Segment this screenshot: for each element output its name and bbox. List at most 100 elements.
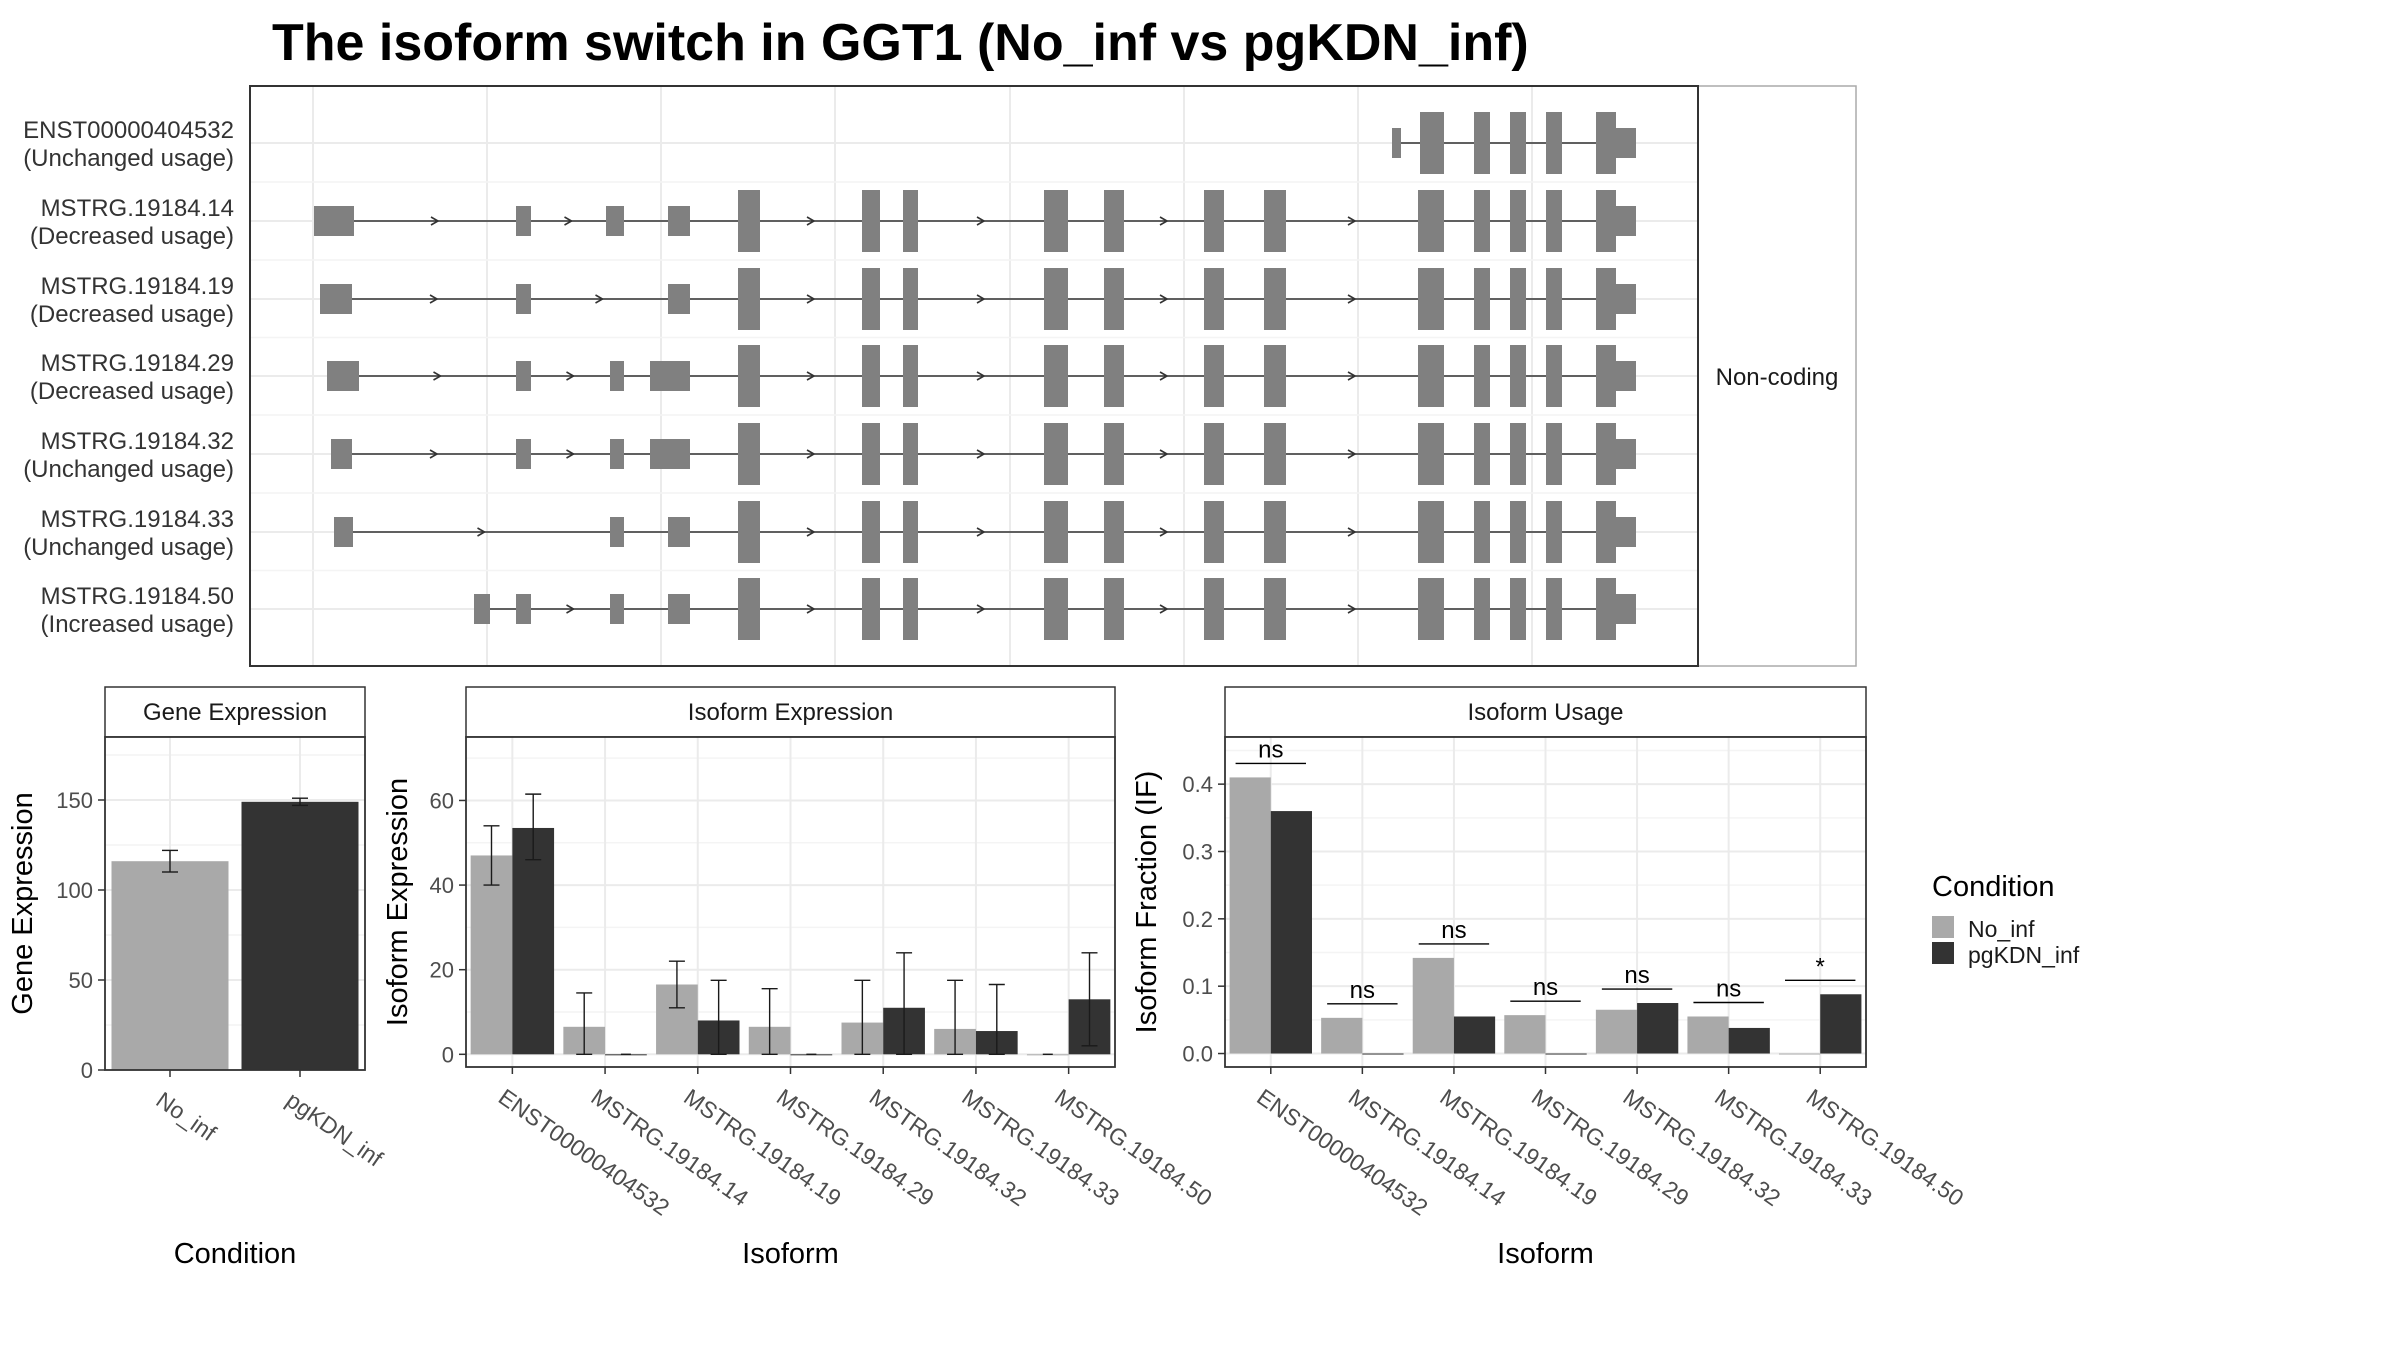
exon bbox=[862, 578, 880, 640]
bar bbox=[1728, 1027, 1770, 1054]
transcript-strip bbox=[1697, 85, 1857, 667]
exon bbox=[1104, 345, 1124, 407]
plot-border bbox=[1224, 736, 1867, 1068]
y-tick-label: 50 bbox=[69, 968, 93, 993]
y-tick-label: 40 bbox=[430, 873, 454, 898]
exon bbox=[516, 284, 531, 314]
y-axis-title: Isoform Expression bbox=[382, 778, 414, 1026]
strand-arrow bbox=[1347, 449, 1357, 459]
exon-utr bbox=[334, 517, 353, 547]
exon bbox=[1264, 190, 1286, 252]
exon bbox=[1596, 578, 1616, 640]
exon-utr bbox=[1614, 439, 1636, 469]
strand-arrow bbox=[976, 604, 986, 614]
transcript-usage-label: (Unchanged usage) bbox=[23, 534, 234, 561]
panel-strip bbox=[104, 686, 366, 738]
strand-arrow bbox=[477, 527, 487, 537]
strand-arrow bbox=[806, 449, 816, 459]
exon bbox=[1264, 423, 1286, 485]
strand-arrow bbox=[1159, 604, 1169, 614]
transcript-usage-label: (Unchanged usage) bbox=[23, 456, 234, 483]
exon-utr bbox=[1614, 128, 1636, 158]
exon bbox=[1546, 578, 1562, 640]
exon bbox=[1474, 501, 1490, 563]
exon bbox=[1596, 423, 1616, 485]
transcript-track bbox=[1392, 112, 1636, 174]
x-tick-label: ENST00000404532 bbox=[494, 1084, 674, 1221]
transcript-track bbox=[327, 345, 1636, 407]
exon-utr bbox=[1614, 284, 1636, 314]
transcript-usage-label: (Unchanged usage) bbox=[23, 145, 234, 172]
transcript-name: MSTRG.19184.19 bbox=[41, 273, 234, 300]
exon bbox=[1596, 345, 1616, 407]
figure-title: The isoform switch in GGT1 (No_inf vs pg… bbox=[272, 14, 1529, 72]
exon bbox=[1044, 578, 1068, 640]
bar bbox=[1637, 1003, 1679, 1054]
transcript-usage-label: (Decreased usage) bbox=[30, 378, 234, 405]
exon bbox=[1104, 578, 1124, 640]
transcript-usage-label: (Decreased usage) bbox=[30, 223, 234, 250]
strand-arrow bbox=[806, 527, 816, 537]
x-tick-label: MSTRG.19184.33 bbox=[957, 1084, 1124, 1212]
exon bbox=[1510, 423, 1526, 485]
transcript-track bbox=[474, 578, 1636, 640]
y-tick-label: 100 bbox=[56, 878, 93, 903]
exon bbox=[738, 423, 760, 485]
exon bbox=[1264, 268, 1286, 330]
bar bbox=[241, 801, 359, 1070]
transcript-name: MSTRG.19184.29 bbox=[41, 350, 234, 377]
x-tick-label: MSTRG.19184.29 bbox=[1527, 1084, 1694, 1212]
exon bbox=[516, 361, 531, 391]
exon bbox=[1474, 345, 1490, 407]
exon bbox=[862, 501, 880, 563]
exon bbox=[1420, 112, 1444, 174]
bar bbox=[1362, 1053, 1404, 1055]
x-tick-label: MSTRG.19184.32 bbox=[1619, 1084, 1786, 1212]
exon bbox=[862, 345, 880, 407]
panel-title: Gene Expression bbox=[143, 699, 327, 726]
x-tick-label: MSTRG.19184.50 bbox=[1802, 1084, 1969, 1212]
exon bbox=[1204, 501, 1224, 563]
bar bbox=[1504, 1015, 1546, 1054]
strand-arrow bbox=[976, 216, 986, 226]
strand-arrow bbox=[1347, 371, 1357, 381]
plot-border bbox=[104, 736, 366, 1071]
strand-arrow bbox=[976, 527, 986, 537]
exon bbox=[1264, 345, 1286, 407]
strand-arrow bbox=[806, 371, 816, 381]
exon bbox=[1510, 190, 1526, 252]
x-tick-label: MSTRG.19184.19 bbox=[679, 1084, 846, 1212]
exon bbox=[516, 594, 531, 624]
exon bbox=[606, 206, 624, 236]
bar bbox=[470, 855, 513, 1055]
exon-utr bbox=[1392, 128, 1401, 158]
bar bbox=[1412, 957, 1454, 1054]
exon bbox=[1474, 112, 1490, 174]
exon bbox=[1204, 578, 1224, 640]
exon bbox=[738, 501, 760, 563]
x-tick-label: MSTRG.19184.19 bbox=[1435, 1084, 1602, 1212]
transcript-track bbox=[314, 190, 1636, 252]
strand-arrow bbox=[429, 449, 439, 459]
exon bbox=[1044, 423, 1068, 485]
significance-label: ns bbox=[1716, 975, 1741, 1002]
exon bbox=[862, 190, 880, 252]
strand-arrow bbox=[1159, 527, 1169, 537]
bar bbox=[512, 827, 555, 1055]
exon bbox=[1546, 345, 1562, 407]
exon bbox=[1104, 268, 1124, 330]
strand-arrow bbox=[976, 371, 986, 381]
y-tick-label: 150 bbox=[56, 788, 93, 813]
strand-arrow bbox=[430, 216, 440, 226]
exon bbox=[1546, 268, 1562, 330]
exon bbox=[1418, 423, 1444, 485]
exon-utr bbox=[314, 206, 354, 236]
exon bbox=[1264, 501, 1286, 563]
exon bbox=[1204, 190, 1224, 252]
bar bbox=[1779, 1053, 1821, 1055]
transcript-panel-border bbox=[249, 85, 1699, 667]
strand-arrow bbox=[1159, 449, 1169, 459]
exon bbox=[1418, 578, 1444, 640]
transcript-name: ENST00000404532 bbox=[23, 117, 234, 144]
exon bbox=[1044, 501, 1068, 563]
